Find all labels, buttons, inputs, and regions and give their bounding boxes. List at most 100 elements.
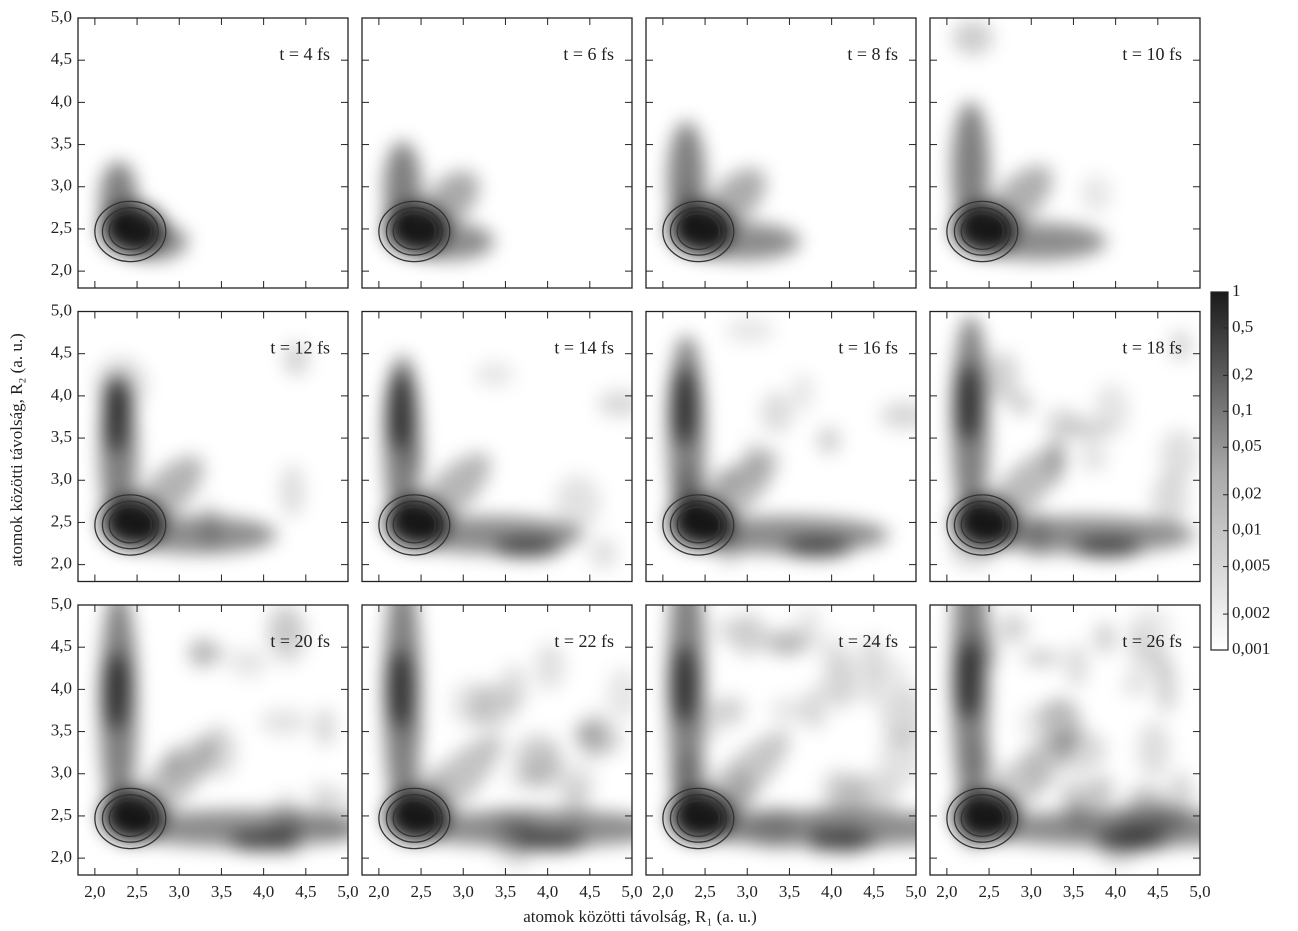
density-blob	[725, 318, 774, 343]
density-blob	[100, 203, 165, 255]
contour-line	[94, 200, 167, 263]
density-blob	[711, 615, 740, 646]
density	[950, 315, 1198, 568]
x-tick-label: 2,0	[84, 882, 105, 901]
density-blob	[793, 372, 813, 412]
y-tick-label: 2,0	[51, 260, 72, 279]
density-blob	[1018, 705, 1044, 741]
contour-line	[669, 207, 727, 256]
contour-line	[960, 212, 1005, 251]
density-blob	[822, 653, 859, 709]
panel-frame	[77, 310, 349, 583]
density-blob	[813, 635, 850, 661]
panel-frame	[645, 310, 917, 583]
density-blob	[1166, 772, 1196, 826]
density-blob	[1127, 622, 1153, 679]
contour-line	[385, 500, 443, 550]
density-blob	[726, 769, 755, 819]
density-blob	[100, 497, 165, 548]
contour-line	[101, 500, 159, 550]
density-blob	[1064, 797, 1085, 827]
panel-frame	[361, 310, 633, 583]
panel-frame	[929, 17, 1201, 289]
panel-title: t = 24 fs	[838, 631, 898, 651]
x-tick-label: 2,5	[978, 882, 999, 901]
density-blob	[284, 342, 309, 376]
x-tick-label: 4,0	[537, 882, 558, 901]
density-blob	[988, 796, 1021, 825]
colorbar-tick-label: 0,01	[1232, 520, 1262, 539]
density-blob	[729, 803, 749, 844]
panel	[946, 315, 1198, 568]
density-blob	[309, 779, 333, 814]
density-blob	[881, 686, 916, 746]
contour-line	[101, 207, 159, 256]
panel-frame	[645, 604, 917, 876]
density-blob	[259, 708, 309, 736]
contour-line	[378, 494, 451, 556]
density-blob	[553, 763, 595, 802]
density	[383, 355, 632, 570]
density-blob	[807, 808, 832, 857]
x-tick-label: 3,5	[1063, 882, 1084, 901]
density-blob	[950, 534, 997, 568]
contour-line	[953, 794, 1011, 843]
panel	[662, 318, 916, 565]
panel-frame	[929, 310, 1201, 583]
density-blob	[163, 746, 184, 783]
density-blob	[280, 464, 305, 518]
x-tick-label: 3,0	[1021, 882, 1042, 901]
panel	[946, 605, 1200, 866]
x-tick-label: 4,5	[863, 882, 884, 901]
x-tick-label: 2,0	[368, 882, 389, 901]
x-tick-label: 3,0	[737, 882, 758, 901]
contour-line	[385, 207, 443, 256]
density-blob	[996, 613, 1029, 645]
density	[99, 161, 188, 261]
y-tick-label: 2,5	[51, 218, 72, 237]
density-blob	[1039, 697, 1083, 752]
colorbar-tick-label: 0,1	[1232, 400, 1253, 419]
contour-line	[676, 212, 721, 251]
contour-line	[94, 494, 167, 556]
panel-frame	[929, 604, 1201, 876]
density-blob	[493, 537, 562, 558]
y-tick-label: 5,0	[51, 300, 72, 319]
density	[95, 342, 309, 554]
density-blob	[504, 804, 541, 848]
contour-line	[669, 794, 727, 843]
y-tick-label: 4,0	[51, 678, 72, 697]
density-blob	[744, 438, 764, 484]
density-blob	[512, 733, 564, 783]
contour-line	[960, 506, 1005, 544]
density-blob	[1025, 511, 1050, 559]
density-blob	[703, 698, 726, 741]
density-blob	[1074, 537, 1142, 558]
y-tick-label: 2,0	[51, 847, 72, 866]
y-tick-label: 4,5	[51, 636, 72, 655]
x-tick-label: 3,0	[453, 882, 474, 901]
density-blob	[671, 368, 697, 445]
contour-line	[662, 787, 735, 850]
x-tick-label: 5,0	[1189, 882, 1210, 901]
x-tick-label: 3,5	[779, 882, 800, 901]
x-tick-label: 2,0	[936, 882, 957, 901]
colorbar-tick-label: 0,05	[1232, 436, 1262, 455]
density-blob	[1094, 383, 1129, 438]
x-tick-label: 4,0	[253, 882, 274, 901]
panel-title: t = 6 fs	[563, 44, 614, 64]
colorbar-tick-label: 0,5	[1232, 317, 1253, 336]
density-blob	[189, 637, 215, 670]
panel-title: t = 12 fs	[270, 338, 330, 358]
density	[667, 121, 801, 261]
x-tick-label: 5,0	[621, 882, 642, 901]
panel-title: t = 4 fs	[279, 44, 330, 64]
contour-line	[94, 787, 167, 850]
density	[383, 141, 494, 261]
x-tick-label: 2,0	[652, 882, 673, 901]
y-tick-label: 2,5	[51, 805, 72, 824]
colorbar-tick-label: 0,02	[1232, 484, 1262, 503]
density-blob	[187, 755, 206, 780]
density-blob	[274, 810, 304, 858]
panel-frame	[645, 17, 917, 289]
